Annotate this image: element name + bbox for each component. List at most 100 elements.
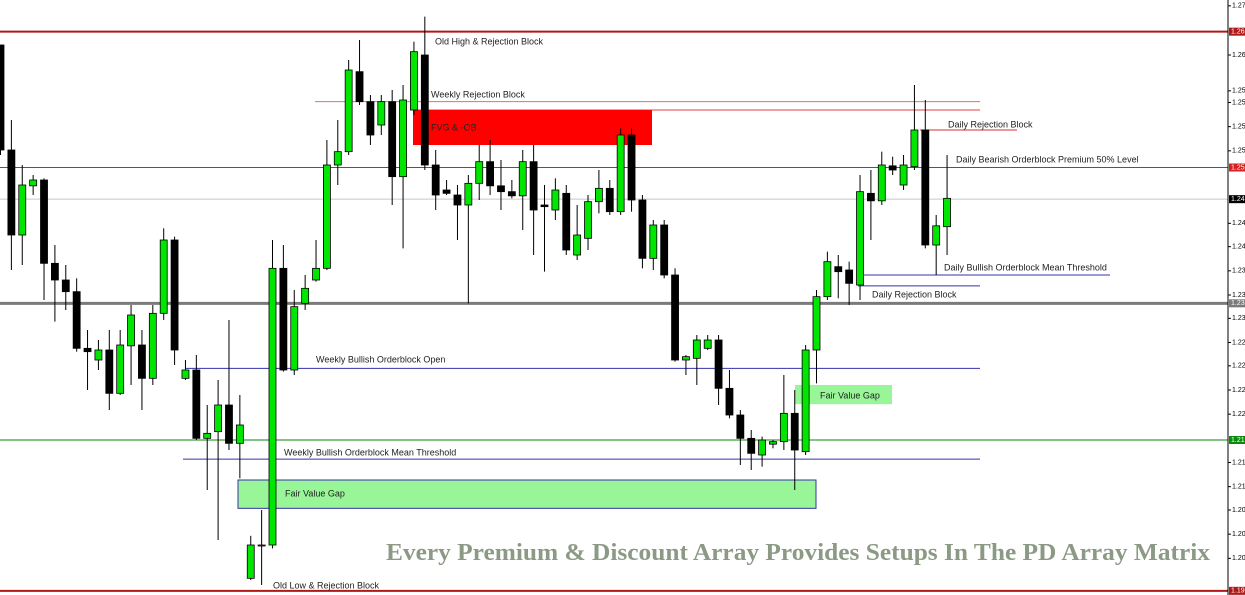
candle bbox=[551, 178, 560, 220]
candle-body bbox=[344, 69, 353, 153]
candle-body bbox=[279, 267, 288, 371]
annotation-label: Fair Value Gap bbox=[820, 390, 880, 400]
candle bbox=[301, 275, 310, 310]
candle bbox=[725, 370, 734, 419]
candle-body bbox=[790, 412, 799, 451]
candle bbox=[138, 330, 146, 410]
candle bbox=[573, 205, 582, 260]
price-level-tag bbox=[1229, 299, 1245, 308]
candle-body bbox=[399, 99, 407, 178]
candle-body bbox=[497, 185, 505, 193]
annotations: Old High & Rejection Block Weekly Rejecti… bbox=[273, 36, 1139, 590]
candle-body bbox=[486, 161, 495, 187]
candle-body bbox=[72, 291, 81, 349]
candle bbox=[671, 268, 679, 362]
candle-body bbox=[333, 151, 342, 166]
candle bbox=[61, 265, 70, 310]
candle-body bbox=[116, 344, 125, 394]
candle-body bbox=[540, 204, 549, 208]
zone bbox=[237, 479, 817, 509]
y-tick-label: 1.26 bbox=[1232, 52, 1245, 59]
candle-body bbox=[105, 349, 114, 394]
axis-background bbox=[1228, 0, 1245, 595]
y-tick-label: 1.24 bbox=[1232, 244, 1245, 251]
annotation-label: Old Low & Rejection Block bbox=[273, 580, 380, 590]
candle bbox=[290, 290, 299, 375]
annotation-label: Daily Rejection Block bbox=[948, 119, 1033, 129]
zone bbox=[413, 110, 652, 145]
candle-body bbox=[138, 344, 146, 379]
candle bbox=[83, 330, 92, 390]
y-tick-label: 1.22 bbox=[1232, 363, 1245, 370]
candle-body bbox=[268, 267, 277, 546]
candle-body bbox=[214, 404, 223, 433]
candle-body bbox=[18, 184, 27, 236]
candle bbox=[279, 245, 288, 372]
candle-body bbox=[769, 441, 777, 445]
candle bbox=[769, 440, 777, 449]
candle bbox=[410, 41, 418, 115]
price-level-label: 1.19 bbox=[1231, 588, 1245, 595]
candle bbox=[257, 510, 266, 585]
candle bbox=[584, 195, 592, 250]
annotation-label: Fair Value Gap bbox=[285, 488, 345, 498]
candle-body bbox=[932, 225, 941, 246]
candle bbox=[507, 180, 516, 199]
candle-body bbox=[584, 201, 592, 239]
y-tick-label: 1.25 bbox=[1232, 99, 1245, 106]
candle bbox=[170, 236, 179, 365]
candle bbox=[246, 535, 255, 580]
price-level-label: 1.25 bbox=[1231, 164, 1245, 171]
candle-body bbox=[431, 164, 440, 196]
y-tick-label: 1.22 bbox=[1232, 387, 1245, 394]
candle-body bbox=[529, 161, 538, 211]
candle bbox=[616, 128, 625, 215]
y-tick-label: 1.20 bbox=[1232, 555, 1245, 562]
candle bbox=[877, 151, 886, 205]
candle-body bbox=[518, 161, 527, 197]
candle-body bbox=[257, 544, 266, 547]
candle bbox=[399, 85, 407, 249]
zones bbox=[183, 101, 1110, 509]
candle bbox=[159, 228, 168, 320]
watermark: Every Premium & Discount Array Provides … bbox=[386, 540, 1210, 566]
candle-body bbox=[148, 312, 157, 379]
y-tick-label: 1.25 bbox=[1232, 124, 1245, 131]
candle-body bbox=[7, 149, 16, 236]
candle-body bbox=[714, 339, 723, 389]
price-axis: 1.271.261.251.251.251.251.241.241.231.23… bbox=[1227, 0, 1245, 595]
y-tick-label: 1.24 bbox=[1232, 220, 1245, 227]
candle-body bbox=[649, 224, 658, 259]
candle bbox=[40, 178, 48, 300]
candle bbox=[486, 140, 495, 195]
candle-body bbox=[692, 339, 701, 359]
candle-body bbox=[899, 164, 908, 186]
candle-body bbox=[682, 356, 690, 361]
annotation-label: FVG & -OB bbox=[431, 122, 477, 132]
y-tick-label: 1.27 bbox=[1232, 3, 1245, 10]
y-tick-label: 1.20 bbox=[1232, 531, 1245, 538]
candle-body bbox=[181, 369, 190, 379]
annotation-label: Old High & Rejection Block bbox=[435, 36, 544, 46]
candle bbox=[703, 335, 712, 350]
candle bbox=[377, 95, 386, 135]
candle bbox=[464, 175, 473, 304]
candle bbox=[94, 340, 103, 370]
candle bbox=[105, 330, 114, 410]
candle bbox=[322, 140, 331, 270]
candle-body bbox=[845, 269, 854, 284]
candle-body bbox=[192, 369, 201, 439]
candle-body bbox=[638, 199, 647, 259]
annotation-label: Weekly Rejection Block bbox=[431, 89, 525, 99]
candle-body bbox=[388, 101, 397, 178]
candle-body bbox=[595, 187, 603, 203]
candle-body bbox=[40, 179, 48, 264]
candle-body bbox=[703, 339, 712, 349]
candle-body bbox=[442, 189, 451, 194]
y-tick-label: 1.20 bbox=[1232, 507, 1245, 514]
candle-body bbox=[856, 191, 864, 286]
candle-body bbox=[627, 134, 636, 201]
candle-body bbox=[910, 129, 919, 168]
candle bbox=[529, 145, 538, 255]
